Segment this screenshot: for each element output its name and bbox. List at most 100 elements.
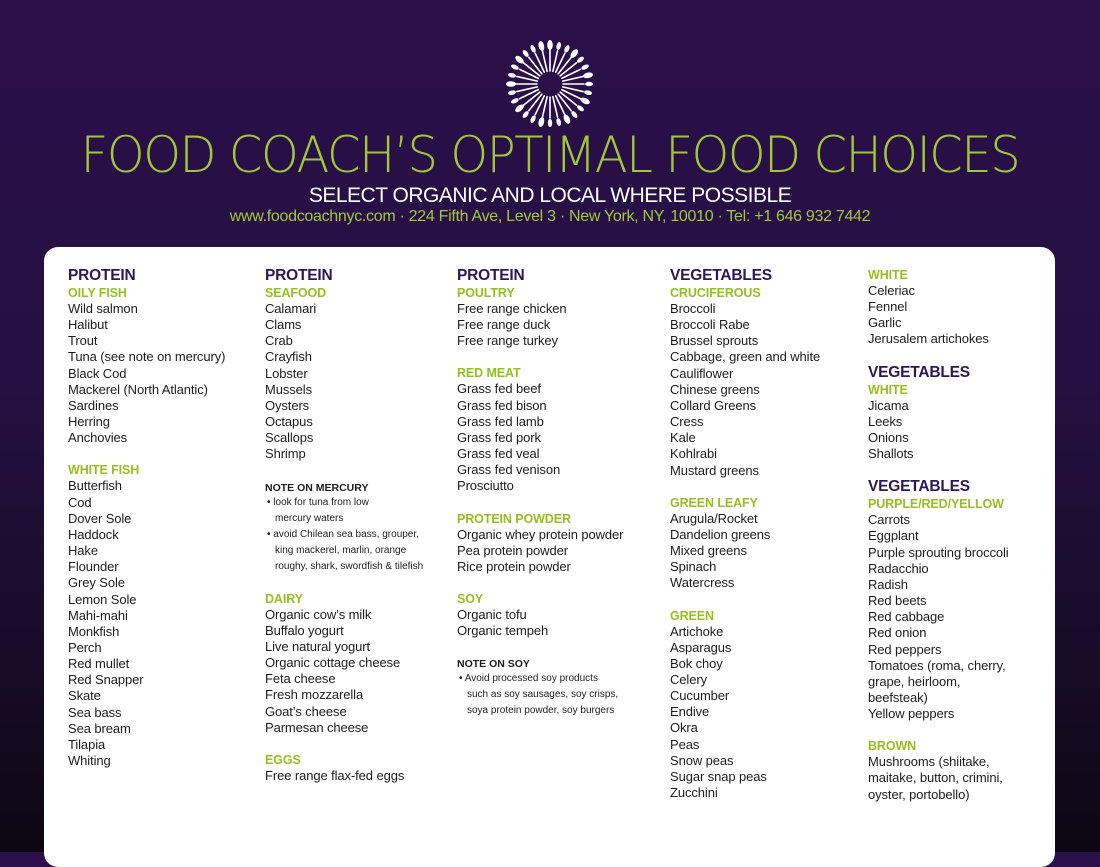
item-list: Arugula/Rocket Dandelion greens Mixed gree… [670,511,820,592]
list-item: Free range duck [457,317,551,333]
utensil-burst-icon [506,40,593,127]
list-item: Brussel sprouts [670,333,759,349]
note-line: • avoid Chilean sea bass, grouper, [267,528,419,540]
utensil-ray [554,94,571,124]
category-label: WHITE FISH [68,463,140,478]
list-item: Grass fed veal [457,446,540,462]
list-item: Grass fed lamb [457,413,544,429]
list-item: Dandelion greens [670,526,771,542]
list-item: Free range chicken [457,301,567,316]
category-label: RED MEAT [457,366,521,381]
item-list: Organic whey protein powder Pea protein p… [457,527,623,575]
utensil-ray [559,91,584,112]
category-label: WHITE [868,268,908,282]
list-item: Cabbage, green and white [670,349,821,365]
food-list-card [44,247,1055,867]
list-item: Cod [68,494,92,510]
list-item: Shrimp [265,446,306,462]
list-item: Red cabbage [868,609,945,625]
category-label: BROWN [868,739,917,754]
note-title: NOTE ON SOY [457,658,530,671]
list-item: Collard Greens [670,397,757,413]
list-item: Grass fed beef [457,381,541,397]
note-line: roughy, shark, swordfish & tilefish [275,560,424,572]
item-list: Organic cow’s milk Buffalo yogurt Live nat… [265,607,423,736]
utensil-ray [552,42,562,73]
list-item: Grey Sole [68,575,125,591]
utensil-ray [506,81,538,87]
column-heading: VEGETABLES [868,478,970,496]
note-title: NOTE ON MERCURY [265,481,369,494]
list-item: Prosciutto [457,478,514,494]
item-list: Carrots Eggplant Purple sprouting broccoli… [868,512,1009,722]
list-item: Kale [670,430,696,446]
list-item: Monkfish [68,623,120,639]
utensil-ray [561,86,592,96]
list-item: maitake, button, crimini, [868,770,1003,786]
item-list: Broccoli Broccoli Rabe Brussel sprouts Cabb… [670,301,820,479]
list-item: Organic cottage cheese [265,655,401,671]
utensil-ray [515,91,541,113]
list-item: Butterfish [68,478,122,494]
list-item: Hake [68,543,98,559]
list-item: Asparagus [670,639,732,655]
list-item: Yellow peppers [868,706,955,722]
list-item: Grass fed pork [457,429,541,445]
column-heading: VEGETABLES [670,267,772,284]
list-item: Rice protein powder [457,558,571,574]
list-item: Sea bream [68,720,131,736]
list-item: Snow peas [670,752,734,768]
list-item: Parmesan cheese [265,719,369,735]
item-list: Calamari Clams Crab Crayfish Lobster Mussels O… [265,301,423,463]
list-item: Celery [670,671,707,687]
list-item: Mussels [265,381,312,397]
column-protein-seafood: PROTEIN SEAFOOD Calamari Clams Crab Crayfis… [265,267,423,784]
utensil-ray [560,64,589,80]
list-item: Fresh mozzarella [265,687,364,703]
list-item: Broccoli [670,301,716,316]
list-item: Haddock [68,526,119,542]
column-heading: PROTEIN [457,267,525,284]
list-item: Free range flax-fed eggs [265,767,405,783]
list-item: Organic tofu [457,607,527,623]
list-item: Crab [265,333,293,349]
list-item: Halibut [68,317,108,333]
category-label: PROTEIN POWDER [457,511,571,526]
utensil-ray [560,88,590,105]
list-item: Broccoli Rabe [670,317,750,333]
list-item: oyster, portobello) [868,786,970,802]
category-label: DAIRY [265,591,303,606]
item-list: Organic tofu Organic tempeh [457,607,623,639]
list-item: beefsteak) [868,689,928,705]
list-item: Dover Sole [68,510,132,526]
list-item: Buffalo yogurt [265,622,344,638]
list-item: Live natural yogurt [265,638,371,654]
note-line: • Avoid processed soy products [459,673,598,685]
utensil-ray [522,93,543,118]
list-item: Herring [68,414,110,430]
item-list: Celeriac Fennel Garlic Jerusalem artichokes [868,283,1009,348]
category-label: SOY [457,592,484,607]
list-item: Mustard greens [670,462,759,478]
utensil-ray [547,40,553,72]
note-line: soya protein powder, soy burgers [467,705,615,717]
list-item: Mackerel (North Atlantic) [68,381,208,397]
utensil-ray [511,64,540,80]
list-item: Grass fed bison [457,397,547,413]
list-item: Clams [265,317,302,333]
list-item: Grass fed venison [457,462,561,478]
list-item: Red peppers [868,641,942,657]
column-heading: VEGETABLES [868,363,970,381]
utensil-ray [538,95,548,127]
list-item: Goat’s cheese [265,703,347,719]
list-item: Flounder [68,559,119,575]
item-list: Mushrooms (shiitake, maitake, button, cri… [868,754,1009,802]
category-label: EGGS [265,752,301,767]
list-item: Octapus [265,414,313,430]
list-item: Mushrooms (shiitake, [868,754,990,770]
list-item: Tilapia [68,736,106,752]
list-item: Carrots [868,512,910,528]
column-protein-meat: PROTEIN POULTRY Free range chicken Free r… [457,267,623,719]
note-line: such as soy sausages, soy crisps, [467,689,619,701]
category-label: GREEN [670,608,714,623]
